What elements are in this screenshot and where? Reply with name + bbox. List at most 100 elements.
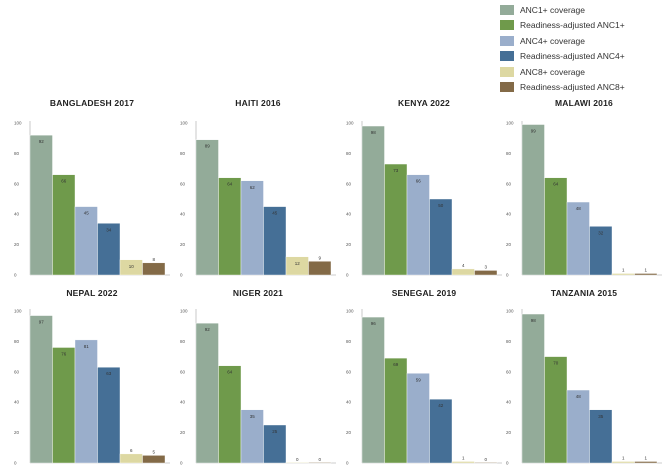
bar-malawi-2016-s2 — [544, 177, 568, 276]
panel-title-kenya-2022: KENYA 2022 — [398, 98, 450, 108]
bar-bangladesh-2017-s1 — [29, 134, 53, 276]
legend-item-anc1: ANC1+ coverage — [500, 2, 660, 18]
data-label-malawi-2016-s4: 32 — [598, 230, 604, 235]
legend-label-adj-anc4: Readiness-adjusted ANC4+ — [520, 51, 625, 62]
y-tick-label-malawi-2016: 0 — [506, 273, 509, 278]
bar-kenya-2022-s4 — [429, 198, 453, 276]
bar-haiti-2016-s5 — [285, 256, 309, 276]
bar-nepal-2022-s3 — [74, 339, 98, 464]
data-label-senegal-2019-s3: 59 — [416, 377, 422, 382]
bar-nepal-2022-s5 — [119, 453, 143, 464]
legend-item-adj-anc4: Readiness-adjusted ANC4+ — [500, 49, 660, 65]
bar-senegal-2019-s4 — [429, 398, 453, 464]
y-tick-label-kenya-2022: 100 — [346, 121, 354, 126]
data-label-niger-2021-s5: 0 — [296, 457, 299, 462]
y-tick-label-senegal-2019: 80 — [346, 339, 352, 344]
legend-item-anc8: ANC8+ coverage — [500, 64, 660, 80]
data-label-niger-2021-s4: 25 — [272, 429, 278, 434]
bar-tanzania-2015-s4 — [589, 409, 613, 464]
y-tick-label-niger-2021: 80 — [180, 339, 186, 344]
y-tick-label-malawi-2016: 100 — [506, 121, 514, 126]
bar-senegal-2019-s2 — [384, 357, 408, 464]
data-label-haiti-2016-s6: 9 — [318, 255, 321, 260]
legend-item-adj-anc1: Readiness-adjusted ANC1+ — [500, 18, 660, 34]
y-tick-label-bangladesh-2017: 40 — [14, 212, 20, 217]
bar-malawi-2016-s4 — [589, 226, 613, 276]
legend-label-anc4: ANC4+ coverage — [520, 35, 585, 46]
bar-bangladesh-2017-s3 — [74, 206, 98, 276]
bar-nepal-2022-s2 — [52, 347, 76, 464]
data-label-niger-2021-s1: 92 — [205, 327, 211, 332]
bar-niger-2021-s5 — [285, 462, 309, 464]
data-label-malawi-2016-s2: 64 — [553, 182, 559, 187]
legend-swatch-adj-anc8 — [500, 82, 514, 93]
y-tick-label-tanzania-2015: 40 — [506, 400, 512, 405]
bar-malawi-2016-s6 — [634, 273, 658, 276]
legend-label-adj-anc1: Readiness-adjusted ANC1+ — [520, 20, 625, 31]
legend-swatch-anc4 — [500, 35, 514, 46]
data-label-kenya-2022-s1: 98 — [371, 130, 377, 135]
y-tick-label-nepal-2022: 100 — [14, 309, 22, 314]
y-tick-label-senegal-2019: 40 — [346, 400, 352, 405]
data-label-senegal-2019-s6: 0 — [484, 457, 487, 462]
y-tick-label-senegal-2019: 60 — [346, 369, 352, 374]
data-label-niger-2021-s6: 0 — [318, 457, 321, 462]
data-label-tanzania-2015-s5: 1 — [622, 455, 625, 460]
data-label-bangladesh-2017-s3: 45 — [84, 211, 90, 216]
data-label-malawi-2016-s1: 99 — [531, 129, 537, 134]
data-label-senegal-2019-s5: 1 — [462, 455, 465, 460]
bar-tanzania-2015-s5 — [611, 461, 635, 464]
bar-nepal-2022-s6 — [142, 455, 166, 464]
bar-niger-2021-s4 — [263, 424, 287, 464]
data-label-tanzania-2015-s3: 48 — [576, 394, 582, 399]
data-label-haiti-2016-s4: 45 — [272, 211, 278, 216]
bar-bangladesh-2017-s2 — [52, 174, 76, 276]
y-tick-label-haiti-2016: 0 — [180, 273, 183, 278]
y-tick-label-haiti-2016: 40 — [180, 212, 186, 217]
bar-niger-2021-s6 — [308, 462, 332, 464]
panel-title-tanzania-2015: TANZANIA 2015 — [551, 288, 617, 298]
data-label-haiti-2016-s1: 89 — [205, 144, 211, 149]
bar-tanzania-2015-s6 — [634, 461, 658, 464]
y-tick-label-tanzania-2015: 20 — [506, 430, 512, 435]
legend-label-adj-anc8: Readiness-adjusted ANC8+ — [520, 82, 625, 93]
y-tick-label-nepal-2022: 0 — [14, 461, 17, 466]
bar-kenya-2022-s3 — [406, 174, 430, 276]
y-tick-label-malawi-2016: 60 — [506, 181, 512, 186]
data-label-nepal-2022-s5: 6 — [130, 448, 133, 453]
bar-nepal-2022-s1 — [29, 315, 53, 464]
bar-senegal-2019-s3 — [406, 373, 430, 464]
panel-title-haiti-2016: HAITI 2016 — [235, 98, 281, 108]
y-tick-label-tanzania-2015: 0 — [506, 461, 509, 466]
data-label-bangladesh-2017-s6: 8 — [152, 257, 155, 262]
bar-senegal-2019-s5 — [451, 461, 475, 464]
y-tick-label-niger-2021: 20 — [180, 430, 186, 435]
data-label-kenya-2022-s6: 3 — [484, 264, 487, 269]
bar-malawi-2016-s1 — [521, 124, 545, 276]
data-label-tanzania-2015-s2: 70 — [553, 361, 559, 366]
data-label-senegal-2019-s2: 69 — [393, 362, 399, 367]
data-label-tanzania-2015-s1: 98 — [531, 318, 537, 323]
bar-tanzania-2015-s2 — [544, 356, 568, 464]
y-tick-label-niger-2021: 0 — [180, 461, 183, 466]
data-label-nepal-2022-s3: 81 — [84, 344, 90, 349]
y-tick-label-kenya-2022: 0 — [346, 273, 349, 278]
y-tick-label-senegal-2019: 0 — [346, 461, 349, 466]
data-label-bangladesh-2017-s5: 10 — [129, 264, 135, 269]
y-tick-label-malawi-2016: 40 — [506, 212, 512, 217]
bar-kenya-2022-s6 — [474, 270, 498, 276]
bar-senegal-2019-s1 — [361, 316, 385, 464]
panel-title-malawi-2016: MALAWI 2016 — [555, 98, 613, 108]
legend-item-adj-anc8: Readiness-adjusted ANC8+ — [500, 80, 660, 96]
panel-title-senegal-2019: SENEGAL 2019 — [392, 288, 457, 298]
bar-haiti-2016-s1 — [195, 139, 219, 276]
y-tick-label-tanzania-2015: 100 — [506, 309, 514, 314]
y-tick-label-kenya-2022: 60 — [346, 181, 352, 186]
bar-kenya-2022-s5 — [451, 268, 475, 276]
y-tick-label-niger-2021: 100 — [180, 309, 188, 314]
data-label-haiti-2016-s5: 12 — [295, 261, 301, 266]
legend-swatch-adj-anc4 — [500, 51, 514, 62]
y-tick-label-bangladesh-2017: 60 — [14, 181, 20, 186]
legend: ANC1+ coverage Readiness-adjusted ANC1+ … — [500, 2, 660, 95]
panel-title-bangladesh-2017: BANGLADESH 2017 — [50, 98, 134, 108]
